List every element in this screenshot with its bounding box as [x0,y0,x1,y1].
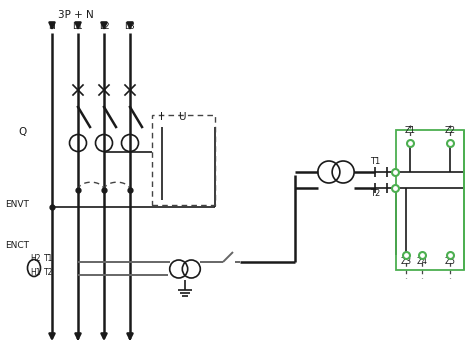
Text: Q: Q [18,127,26,137]
Text: U: U [178,112,185,122]
Text: Z2: Z2 [445,126,456,135]
Text: Z5: Z5 [445,257,456,266]
Text: T2: T2 [44,268,54,277]
Text: H1: H1 [30,268,41,277]
Text: ENVT: ENVT [5,200,29,209]
Text: H2: H2 [30,254,41,263]
Text: L3: L3 [125,22,136,31]
Text: T1: T1 [44,254,54,263]
Text: N: N [49,22,55,31]
Text: T1: T1 [370,157,380,166]
Text: I: I [160,112,163,122]
Text: ENCT: ENCT [5,241,29,250]
Text: Z4: Z4 [417,257,428,266]
Bar [396,130,464,270]
Text: T2: T2 [370,189,380,198]
Text: 3P + N: 3P + N [58,10,94,20]
Text: L2: L2 [99,22,109,31]
Text: L1: L1 [73,22,83,31]
Text: Z3: Z3 [401,257,411,266]
Text: Z1: Z1 [404,126,416,135]
